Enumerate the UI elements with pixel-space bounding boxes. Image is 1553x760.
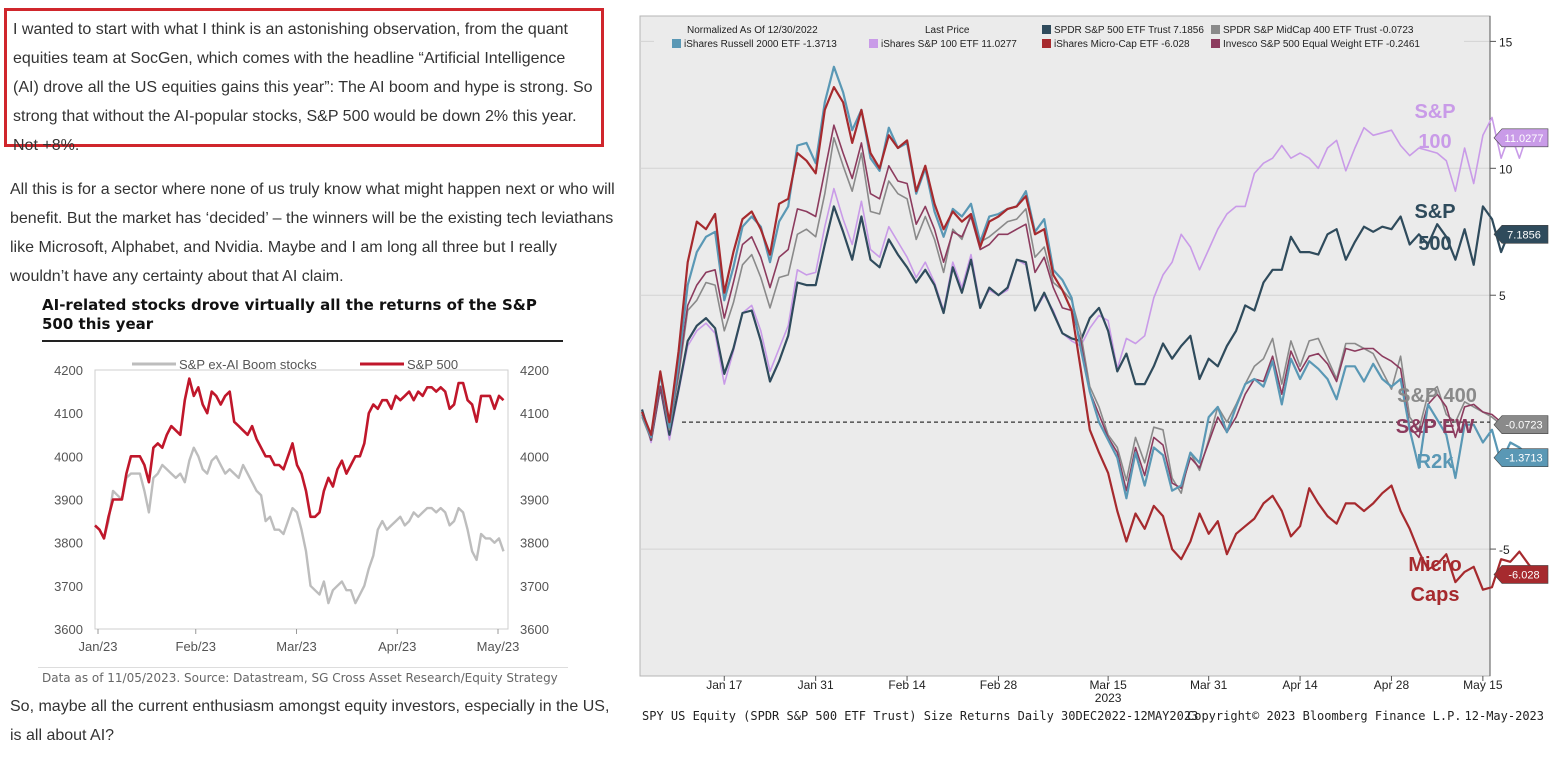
badge-shape bbox=[1493, 225, 1549, 244]
x-tick-label: Mar 15 bbox=[1089, 678, 1127, 692]
x-tick-label: Feb 28 bbox=[980, 678, 1018, 692]
badge-label: -0.0723 bbox=[1505, 420, 1542, 432]
legend-swatch bbox=[869, 39, 878, 48]
series-line-0 bbox=[640, 205, 1539, 441]
y-tick-label: 10 bbox=[1499, 162, 1513, 176]
x-year-label: 2023 bbox=[1095, 691, 1122, 705]
legend-label: Invesco S&P 500 Equal Weight ETF -0.2461 bbox=[1223, 39, 1420, 50]
y-tick-label-right: 3700 bbox=[520, 579, 549, 594]
plot-frame bbox=[94, 369, 509, 630]
legend-label: SPDR S&P MidCap 400 ETF Trust -0.0723 bbox=[1223, 25, 1414, 36]
socgen-line-chart: 3600 3600 3700 3700 3800 3800 3900 3900 4000 4000… bbox=[54, 357, 549, 654]
x-tick-label: Apr 14 bbox=[1282, 678, 1318, 692]
series-line-3 bbox=[641, 116, 1539, 444]
series-annotation: R2k bbox=[1417, 451, 1455, 473]
y-tick-label: 15 bbox=[1499, 35, 1513, 49]
legend-swatch bbox=[1211, 39, 1220, 48]
title-rule bbox=[42, 340, 563, 342]
legend-label: iShares Russell 2000 ETF -1.3713 bbox=[684, 39, 837, 50]
y-tick-label: 5 bbox=[1499, 289, 1506, 303]
socgen-source-note: Data as of 11/05/2023. Source: Datastrea… bbox=[42, 671, 558, 685]
badge-shape bbox=[1493, 565, 1549, 584]
x-tick-label: Jan 31 bbox=[798, 678, 834, 692]
y-tick-label-right: 4000 bbox=[520, 449, 549, 464]
article-paragraph: All this is for a sector where none of u… bbox=[10, 181, 615, 285]
series-annotation: 100 bbox=[1418, 131, 1451, 153]
legend-label: iShares S&P 100 ETF 11.0277 bbox=[881, 39, 1017, 50]
y-tick-label: -5 bbox=[1499, 543, 1510, 557]
series-line-sp500 bbox=[94, 377, 505, 540]
series-line-4 bbox=[640, 86, 1539, 591]
y-tick-label-right: 3800 bbox=[520, 536, 549, 551]
y-tick-label-left: 3900 bbox=[54, 493, 83, 508]
badge-shape bbox=[1493, 415, 1549, 434]
badge-label: -1.3713 bbox=[1505, 453, 1542, 465]
y-tick-label-left: 3600 bbox=[54, 622, 83, 637]
y-tick-label-right: 4100 bbox=[520, 406, 549, 421]
series-annotation: 500 bbox=[1418, 233, 1451, 255]
badge-label: 7.1856 bbox=[1507, 229, 1541, 241]
footer-date: 12-May-2023 bbox=[1465, 709, 1544, 723]
y-tick-label-right: 3600 bbox=[520, 622, 549, 637]
badge-label: -6.028 bbox=[1508, 569, 1539, 581]
note-rule bbox=[38, 667, 568, 668]
series-annotation: Micro bbox=[1408, 554, 1461, 576]
badge-shape bbox=[1493, 128, 1549, 148]
series-annotation: S&P bbox=[1414, 101, 1455, 123]
last-value-badge: 11.0277 bbox=[1493, 128, 1549, 148]
legend-normalized-title: Normalized As Of 12/30/2022 bbox=[687, 25, 818, 36]
x-tick-label: Apr 28 bbox=[1374, 678, 1410, 692]
plot-area bbox=[639, 15, 1491, 677]
y-tick-label-left: 4100 bbox=[54, 406, 83, 421]
y-tick-label-right: 3900 bbox=[520, 493, 549, 508]
series-line-ex-ai bbox=[94, 446, 505, 605]
legend-swatch bbox=[672, 39, 681, 48]
footer-left: SPY US Equity (SPDR S&P 500 ETF Trust) S… bbox=[642, 709, 1198, 723]
y-tick-label-left: 4000 bbox=[54, 449, 83, 464]
y-tick-label-left: 4200 bbox=[54, 363, 83, 378]
x-tick-label: May 15 bbox=[1463, 678, 1503, 692]
x-tick-label: Feb 14 bbox=[888, 678, 926, 692]
legend-last-title: Last Price bbox=[925, 25, 970, 36]
series-annotation: S&P 400 bbox=[1397, 385, 1477, 407]
y-tick-label-left: 3700 bbox=[54, 579, 83, 594]
last-value-badge: -1.3713 bbox=[1493, 448, 1549, 467]
legend-label: S&P 500 bbox=[407, 357, 458, 372]
last-value-badge: -0.0723 bbox=[1493, 415, 1549, 434]
legend-box bbox=[654, 20, 1464, 54]
legend-swatch bbox=[1042, 39, 1051, 48]
x-tick-label: Apr/23 bbox=[378, 639, 416, 654]
article-column: I wanted to start with what I think is a… bbox=[0, 0, 630, 760]
x-tick-label: May/23 bbox=[477, 639, 520, 654]
series-annotation: S&P bbox=[1414, 201, 1455, 223]
legend-label: S&P ex-AI Boom stocks bbox=[179, 357, 317, 372]
highlighted-quote: I wanted to start with what I think is a… bbox=[4, 8, 604, 154]
last-value-badge: -6.028 bbox=[1493, 565, 1549, 584]
bloomberg-line-chart: 15 10 5 -5 Jan 17 Jan 31 Feb 14 Feb 28 Mar 15 Mar… bbox=[632, 8, 1550, 730]
x-tick-label: Feb/23 bbox=[176, 639, 216, 654]
badge-label: 11.0277 bbox=[1505, 133, 1544, 145]
series-annotation: Caps bbox=[1411, 584, 1460, 606]
x-tick-label: Mar/23 bbox=[276, 639, 316, 654]
legend-swatch bbox=[1042, 25, 1051, 34]
x-tick-label: Jan/23 bbox=[78, 639, 117, 654]
legend-label: SPDR S&P 500 ETF Trust 7.1856 bbox=[1054, 25, 1204, 36]
badge-shape bbox=[1493, 448, 1549, 467]
article-paragraph-closing: So, maybe all the current enthusiasm amo… bbox=[10, 698, 610, 744]
y-tick-label-right: 4200 bbox=[520, 363, 549, 378]
series-annotation: S&P EW bbox=[1396, 416, 1475, 438]
footer-copyright: Copyright© 2023 Bloomberg Finance L.P. bbox=[1187, 709, 1462, 723]
last-value-badge: 7.1856 bbox=[1493, 225, 1549, 244]
legend-swatch bbox=[1211, 25, 1220, 34]
socgen-chart-title: AI-related stocks drove virtually all th… bbox=[42, 296, 537, 333]
x-tick-label: Jan 17 bbox=[706, 678, 742, 692]
x-tick-label: Mar 31 bbox=[1190, 678, 1228, 692]
y-tick-label-left: 3800 bbox=[54, 536, 83, 551]
legend-label: iShares Micro-Cap ETF -6.028 bbox=[1054, 39, 1190, 50]
